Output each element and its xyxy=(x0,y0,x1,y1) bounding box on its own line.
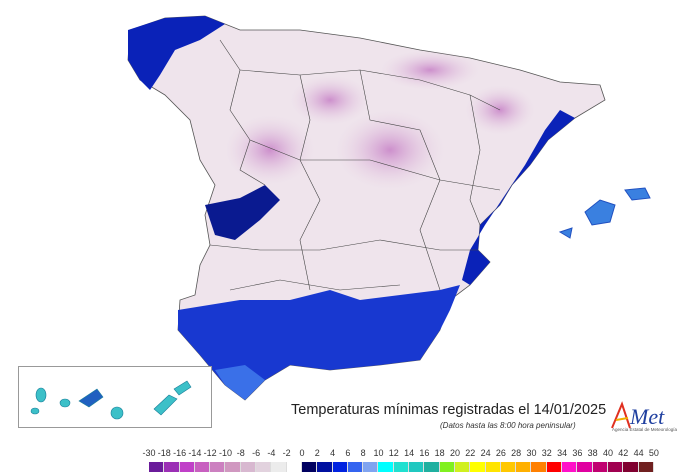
legend-label: -4 xyxy=(267,448,276,458)
legend-swatch xyxy=(332,462,348,472)
legend-label: 18 xyxy=(434,448,445,458)
legend-swatch xyxy=(439,462,455,472)
canary-islands-inset xyxy=(18,366,212,428)
legend-swatch xyxy=(607,462,624,472)
legend-swatch xyxy=(470,462,486,472)
balearic-islands xyxy=(558,187,651,239)
legend-label: -2 xyxy=(282,448,291,458)
legend-swatch xyxy=(562,462,578,472)
frost-area xyxy=(335,110,445,190)
legend-label: 32 xyxy=(541,448,552,458)
legend-swatch xyxy=(271,462,287,472)
legend-label: 50 xyxy=(648,448,659,458)
legend-swatch xyxy=(164,462,180,472)
legend-swatch xyxy=(225,462,241,472)
legend-label: 30 xyxy=(526,448,537,458)
legend-label: -14 xyxy=(188,448,202,458)
legend-swatch xyxy=(378,462,394,472)
legend-label: 40 xyxy=(602,448,614,458)
legend-swatch xyxy=(454,462,471,472)
legend-swatch xyxy=(485,462,501,472)
legend-label: -8 xyxy=(236,448,245,458)
legend-swatch xyxy=(347,462,364,472)
legend-label: 16 xyxy=(419,448,430,458)
legend-label: 24 xyxy=(480,448,491,458)
frost-area xyxy=(380,50,480,90)
legend-color-bar xyxy=(149,462,654,472)
south-coast-light xyxy=(215,365,265,400)
frost-area xyxy=(225,115,315,185)
temperature-legend: -30 -18 -16 -14 -12 -10 -8 -6 -4 -2 0 2 4 6 8 10 12 14 16 1… xyxy=(142,448,669,472)
aemet-logo: Met xyxy=(611,401,665,429)
legend-label: -6 xyxy=(252,448,261,458)
temperature-map xyxy=(127,15,651,401)
legend-swatch xyxy=(638,462,654,472)
map-subtitle: (Datos hasta las 8:00 hora peninsular) xyxy=(440,421,576,430)
aemet-tagline: Agencia Estatal de Meteorología xyxy=(612,427,678,432)
legend-label: 36 xyxy=(572,448,583,458)
legend-label: -30 xyxy=(142,448,156,458)
legend-swatch xyxy=(577,462,593,472)
legend-swatch xyxy=(393,462,410,472)
region-borders xyxy=(209,39,501,291)
legend-swatch xyxy=(149,462,165,472)
legend-label: 6 xyxy=(345,448,351,458)
legend-swatch xyxy=(409,462,425,472)
legend-label: 8 xyxy=(360,448,366,458)
legend-label: 22 xyxy=(465,448,476,458)
extremadura-warm xyxy=(205,185,280,240)
legend-label: 14 xyxy=(404,448,415,458)
map-title: Temperaturas mínimas registradas el 14/0… xyxy=(291,402,607,418)
legend-swatch xyxy=(500,462,517,472)
legend-swatch xyxy=(546,462,563,472)
legend-swatch xyxy=(240,462,257,472)
legend-label: -18 xyxy=(157,448,171,458)
legend-label: -16 xyxy=(173,448,187,458)
legend-swatch xyxy=(256,462,272,472)
legend-swatch xyxy=(592,462,608,472)
east-coast xyxy=(462,110,575,285)
frost-area xyxy=(290,75,370,125)
legend-label: 2 xyxy=(314,448,320,458)
legend-label: 28 xyxy=(511,448,522,458)
legend-label: 34 xyxy=(557,448,568,458)
legend-swatch xyxy=(210,462,226,472)
legend-label: 20 xyxy=(449,448,461,458)
legend-label: -10 xyxy=(218,448,233,458)
legend-swatch xyxy=(516,462,532,472)
legend-swatch xyxy=(623,462,639,472)
legend-labels: -30 -18 -16 -14 -12 -10 -8 -6 -4 -2 0 2 4 6 8 10 12 14 16 1… xyxy=(142,448,669,460)
legend-label: 26 xyxy=(495,448,506,458)
legend-swatch xyxy=(363,462,379,472)
legend-swatch xyxy=(317,462,333,472)
legend-swatch xyxy=(531,462,547,472)
legend-label: -12 xyxy=(203,448,217,458)
svg-text:Met: Met xyxy=(629,404,665,429)
legend-label: 44 xyxy=(633,448,644,458)
legend-swatch xyxy=(301,462,318,472)
legend-label: 12 xyxy=(388,448,399,458)
legend-label: 4 xyxy=(330,448,336,458)
canary-islands xyxy=(30,380,192,420)
legend-label: 38 xyxy=(587,448,598,458)
legend-swatch xyxy=(194,462,211,472)
legend-swatch xyxy=(424,462,440,472)
galicia-coast xyxy=(128,16,225,90)
legend-label: 42 xyxy=(618,448,629,458)
legend-label: 10 xyxy=(373,448,384,458)
legend-swatch xyxy=(179,462,195,472)
legend-label: 0 xyxy=(299,448,305,458)
legend-swatch xyxy=(286,462,302,472)
